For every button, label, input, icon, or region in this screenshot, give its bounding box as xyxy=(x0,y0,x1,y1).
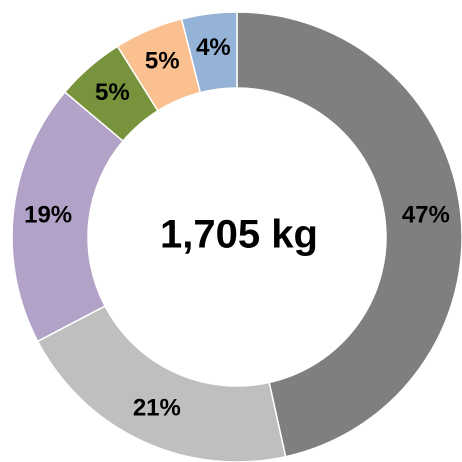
segment-label: 5% xyxy=(95,79,130,106)
segment-label: 47% xyxy=(402,202,450,229)
donut-segment xyxy=(236,11,462,458)
segment-label: 4% xyxy=(196,34,231,61)
segment-label: 21% xyxy=(133,395,181,422)
segment-label: 5% xyxy=(145,48,180,75)
segment-label: 19% xyxy=(24,202,72,229)
center-label: 1,705 kg xyxy=(160,213,318,257)
donut-segment xyxy=(36,305,287,462)
donut-segment xyxy=(180,11,238,94)
segments xyxy=(11,11,462,462)
